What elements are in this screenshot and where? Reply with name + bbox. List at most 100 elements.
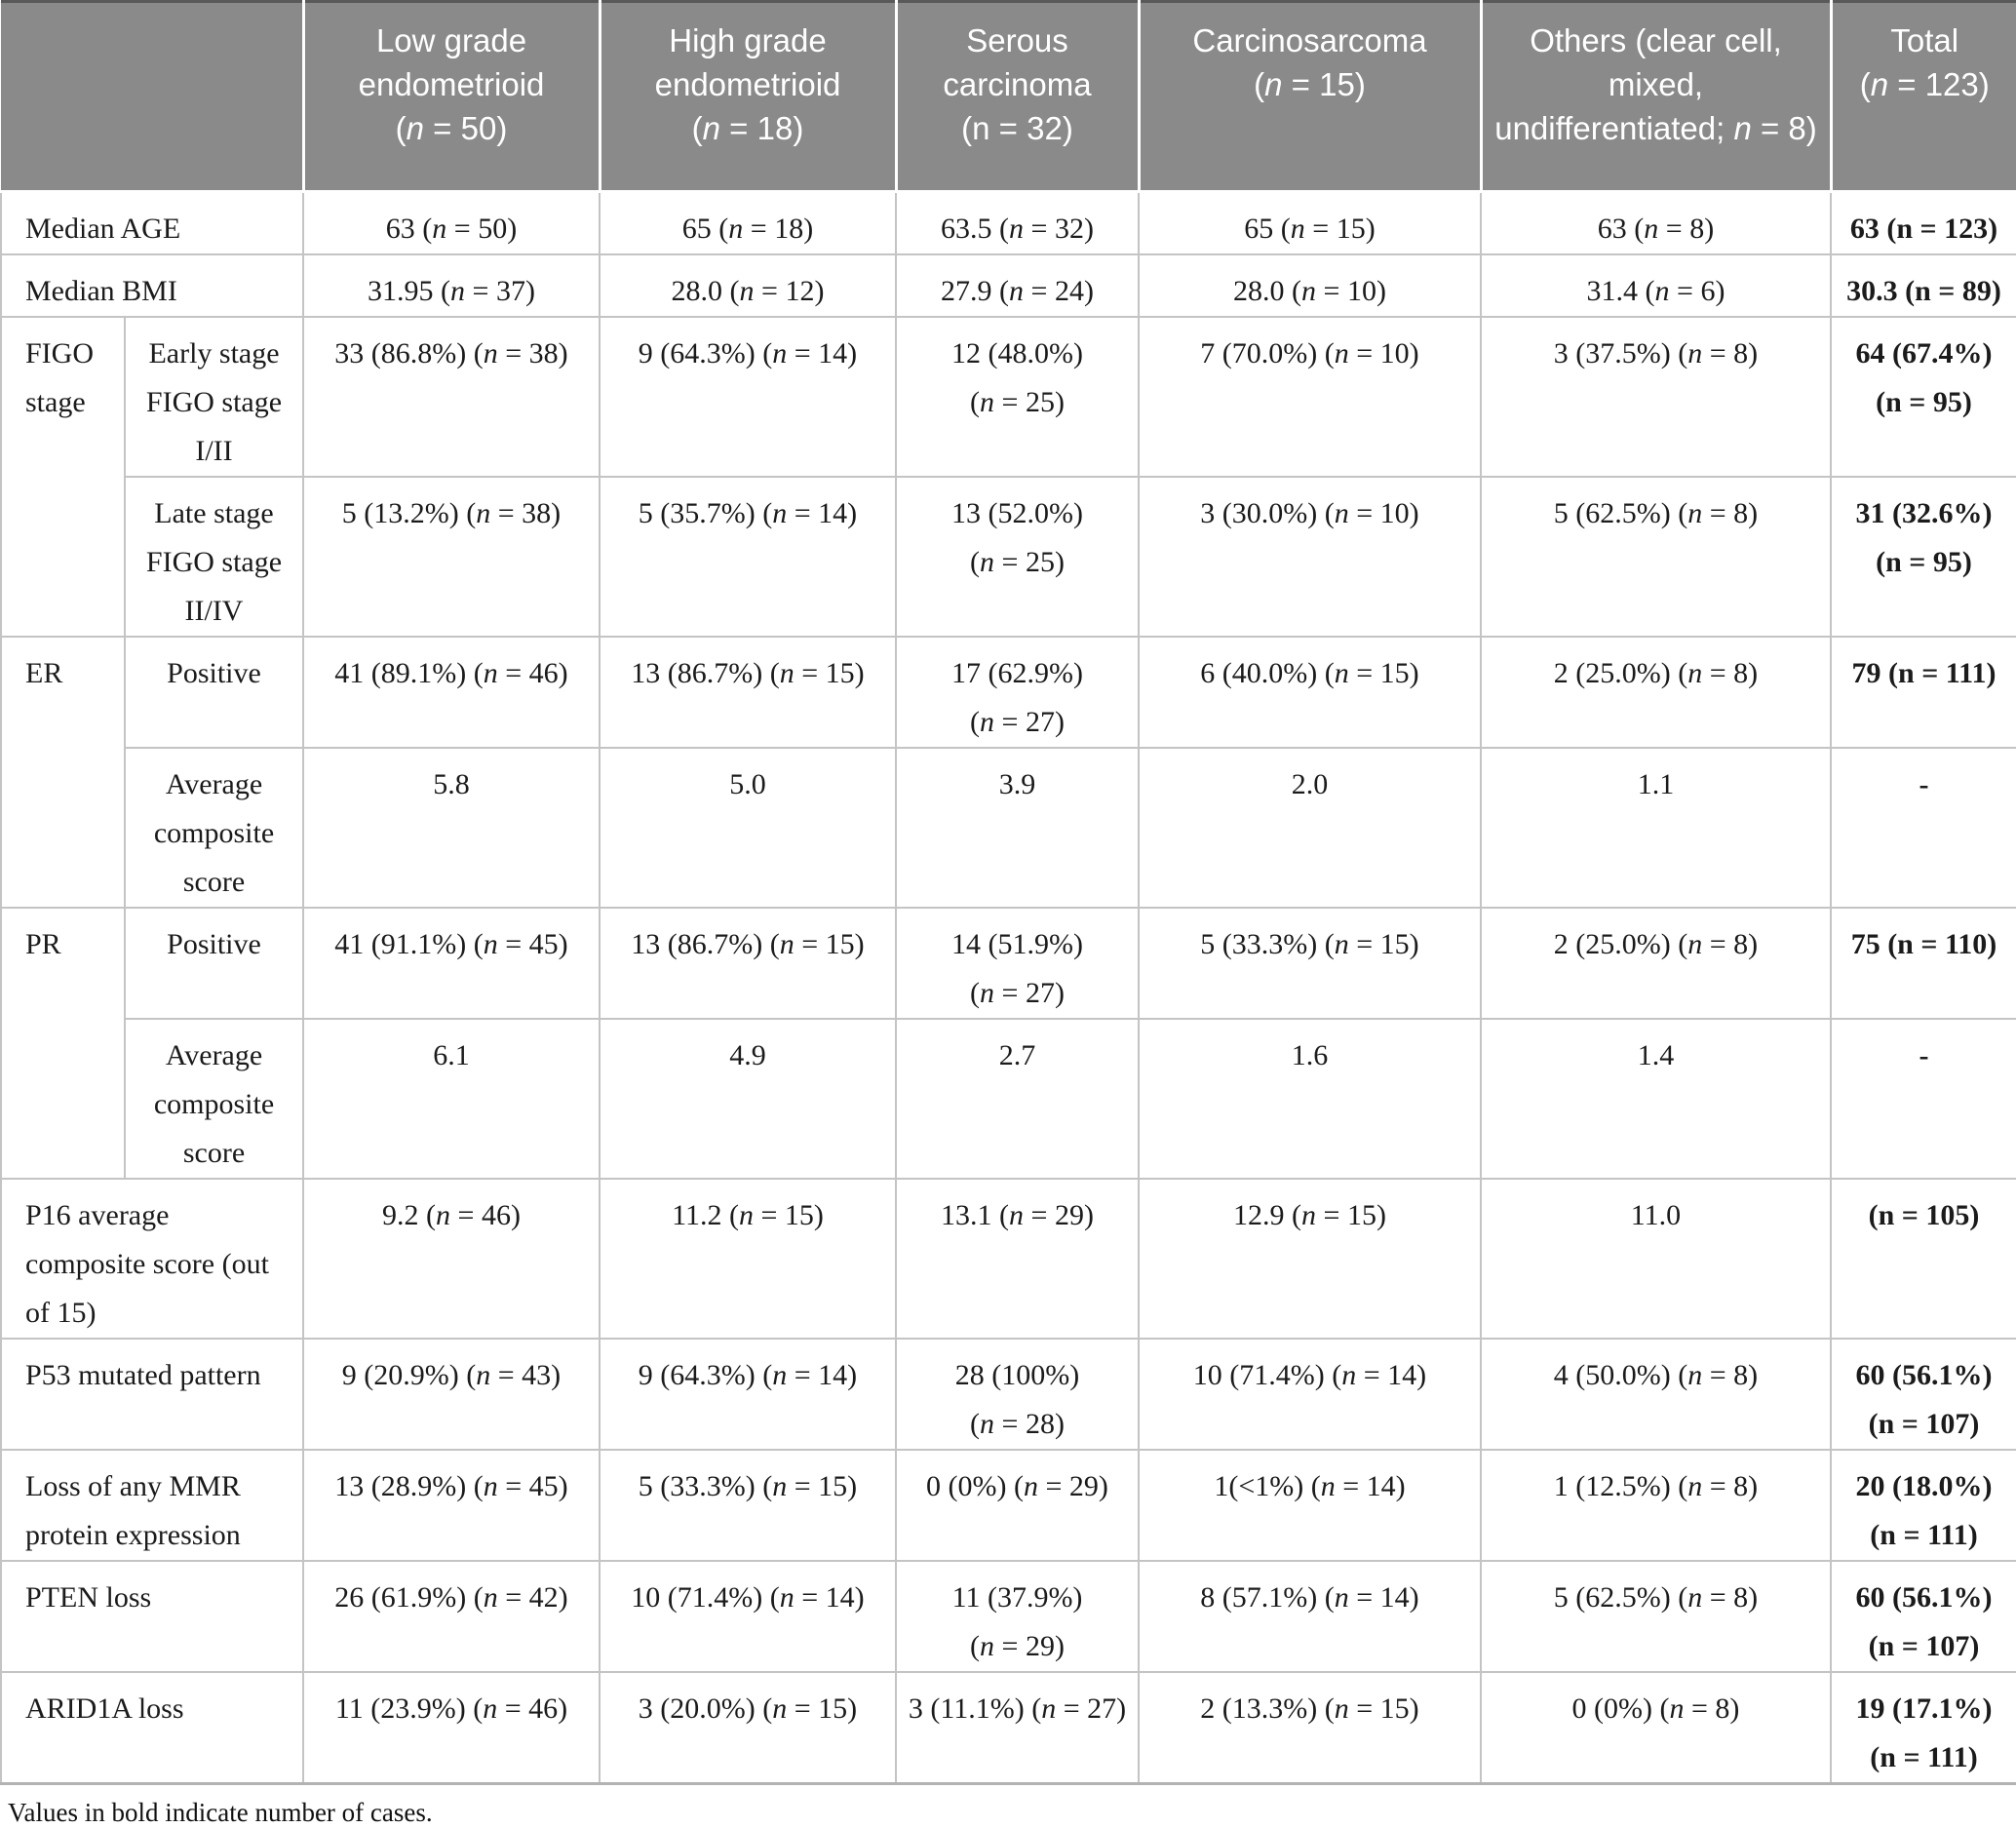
table-row: ARID1A loss 11 (23.9%) (n = 46) 3 (20.0%) … bbox=[0, 1671, 2016, 1785]
table-cell: 4 (50.0%) (n = 8) bbox=[1480, 1338, 1832, 1451]
total-cell: 75 (n = 110) bbox=[1830, 907, 2016, 1020]
table-row: Average composite score 5.8 5.0 3.9 2.0 1.1- bbox=[1, 747, 2016, 909]
table-cell: 11.0 bbox=[1480, 1178, 1832, 1340]
table-cell: 5 (62.5%) (n = 8) bbox=[1480, 1560, 1832, 1673]
row-label: Loss of any MMR protein expression bbox=[0, 1449, 304, 1562]
row-label: PTEN loss bbox=[0, 1560, 304, 1673]
total-cell: 19 (17.1%) (n = 111) bbox=[1830, 1671, 2016, 1785]
table-cell: 1 (12.5%) (n = 8) bbox=[1480, 1449, 1832, 1562]
table-cell: 9.2 (n = 46) bbox=[302, 1178, 601, 1340]
column-header: Carcinosarcoma (n = 15) bbox=[1137, 1, 1483, 193]
sub-row-label: Late stage FIGO stage II/IV bbox=[124, 476, 304, 638]
table-cell: 63 (n = 8) bbox=[1480, 190, 1832, 255]
sub-row-label: Positive bbox=[124, 907, 304, 1020]
group-label: FIGO stage bbox=[0, 316, 126, 638]
table-cell: 1.1 bbox=[1480, 747, 1832, 909]
table-cell: 3 (37.5%) (n = 8) bbox=[1480, 316, 1832, 478]
table-cell: 9 (20.9%) (n = 43) bbox=[302, 1338, 601, 1451]
table-cell: 1(<1%) (n = 14) bbox=[1138, 1449, 1482, 1562]
table-cell: 3 (30.0%) (n = 10) bbox=[1138, 476, 1482, 638]
table-cell: 0 (0%) (n = 8) bbox=[1480, 1671, 1832, 1785]
table-cell: 5 (33.3%) (n = 15) bbox=[599, 1449, 897, 1562]
table-cell: 6.1 bbox=[302, 1018, 601, 1180]
table-row: Average composite score 6.1 4.9 2.7 1.6 1.4- bbox=[1, 1018, 2016, 1180]
total-cell: 31 (32.6%) (n = 95) bbox=[1830, 476, 2016, 638]
table-cell: 17 (62.9%) (n = 27) bbox=[895, 636, 1140, 749]
table-cell: 41 (89.1%) (n = 46) bbox=[302, 636, 601, 749]
table-cell: 0 (0%) (n = 29) bbox=[895, 1449, 1140, 1562]
table-row: PR Positive 41 (91.1%) (n = 45) 13 (86.7%) … bbox=[0, 907, 2016, 1180]
table-row: P16 average composite score (out of 15) 9… bbox=[0, 1178, 2016, 1340]
total-cell: 79 (n = 111) bbox=[1830, 636, 2016, 749]
table-cell: 5 (33.3%) (n = 15) bbox=[1138, 907, 1482, 1020]
table-cell: 3 (20.0%) (n = 15) bbox=[599, 1671, 897, 1785]
table-row: PTEN loss 26 (61.9%) (n = 42) 10 (71.4%) (… bbox=[0, 1560, 2016, 1673]
table-row: FIGO stage Early stage FIGO stage I/II 33 … bbox=[0, 316, 2016, 638]
table-cell: 12 (48.0%) (n = 25) bbox=[895, 316, 1140, 478]
sub-row-label: Positive bbox=[124, 636, 304, 749]
table-cell: 3.9 bbox=[895, 747, 1140, 909]
row-label: ARID1A loss bbox=[0, 1671, 304, 1785]
row-label: P53 mutated pattern bbox=[0, 1338, 304, 1451]
table-cell: 1.6 bbox=[1138, 1018, 1482, 1180]
table-cell: 4.9 bbox=[599, 1018, 897, 1180]
table-cell: 10 (71.4%) (n = 14) bbox=[599, 1560, 897, 1673]
total-cell: - bbox=[1830, 747, 2016, 909]
table-row: ER Positive 41 (89.1%) (n = 46) 13 (86.7%) … bbox=[0, 636, 2016, 909]
table-cell: 31.95 (n = 37) bbox=[302, 253, 601, 318]
table-cell: 13 (86.7%) (n = 15) bbox=[599, 636, 897, 749]
column-header: Serous carcinoma (n = 32) bbox=[894, 1, 1141, 193]
table-cell: 10 (71.4%) (n = 14) bbox=[1138, 1338, 1482, 1451]
column-header: Low grade endometrioid (n = 50) bbox=[301, 1, 601, 193]
table-cell: 26 (61.9%) (n = 42) bbox=[302, 1560, 601, 1673]
table-cell: 2.7 bbox=[895, 1018, 1140, 1180]
table-cell: 33 (86.8%) (n = 38) bbox=[302, 316, 601, 478]
table-cell: 63 (n = 50) bbox=[302, 190, 601, 255]
table-cell: 2 (25.0%) (n = 8) bbox=[1480, 636, 1832, 749]
table-row: Median BMI 31.95 (n = 37) 28.0 (n = 12) 27.… bbox=[0, 253, 2016, 318]
table-row: Loss of any MMR protein expression 13 (28… bbox=[0, 1449, 2016, 1562]
group-label: ER bbox=[0, 636, 126, 909]
total-cell: (n = 105) bbox=[1830, 1178, 2016, 1340]
table-cell: 5.8 bbox=[302, 747, 601, 909]
column-header: Others (clear cell, mixed, undifferentia… bbox=[1479, 1, 1833, 193]
total-cell: 63 (n = 123) bbox=[1830, 190, 2016, 255]
table-cell: 5 (13.2%) (n = 38) bbox=[302, 476, 601, 638]
sub-row-label: Early stage FIGO stage I/II bbox=[124, 316, 304, 478]
row-label: Median AGE bbox=[0, 190, 304, 255]
total-cell: 60 (56.1%) (n = 107) bbox=[1830, 1560, 2016, 1673]
table-cell: 5.0 bbox=[599, 747, 897, 909]
column-header: Total (n = 123) bbox=[1829, 1, 2016, 193]
table-row: P53 mutated pattern 9 (20.9%) (n = 43) 9 (… bbox=[0, 1338, 2016, 1451]
table-cell: 13 (52.0%) (n = 25) bbox=[895, 476, 1140, 638]
column-header: High grade endometrioid (n = 18) bbox=[598, 1, 898, 193]
footnote: Values in bold indicate number of cases. bbox=[8, 1798, 433, 1827]
total-cell: 64 (67.4%) (n = 95) bbox=[1830, 316, 2016, 478]
table-row: Late stage FIGO stage II/IV 5 (13.2%) (n … bbox=[1, 476, 2016, 638]
table-cell: 65 (n = 15) bbox=[1138, 190, 1482, 255]
table-cell: 1.4 bbox=[1480, 1018, 1832, 1180]
table-cell: 31.4 (n = 6) bbox=[1480, 253, 1832, 318]
table-cell: 3 (11.1%) (n = 27) bbox=[895, 1671, 1140, 1785]
table-cell: 2 (13.3%) (n = 15) bbox=[1138, 1671, 1482, 1785]
total-cell: - bbox=[1830, 1018, 2016, 1180]
total-cell: 20 (18.0%) (n = 111) bbox=[1830, 1449, 2016, 1562]
table-cell: 13 (28.9%) (n = 45) bbox=[302, 1449, 601, 1562]
table-cell: 7 (70.0%) (n = 10) bbox=[1138, 316, 1482, 478]
table-cell: 9 (64.3%) (n = 14) bbox=[599, 316, 897, 478]
row-label: Median BMI bbox=[0, 253, 304, 318]
table-cell: 9 (64.3%) (n = 14) bbox=[599, 1338, 897, 1451]
table-cell: 2.0 bbox=[1138, 747, 1482, 909]
total-cell: 30.3 (n = 89) bbox=[1830, 253, 2016, 318]
table-cell: 2 (25.0%) (n = 8) bbox=[1480, 907, 1832, 1020]
table-cell: 41 (91.1%) (n = 45) bbox=[302, 907, 601, 1020]
table-cell: 28 (100%) (n = 28) bbox=[895, 1338, 1140, 1451]
table-cell: 14 (51.9%) (n = 27) bbox=[895, 907, 1140, 1020]
table-body: Median AGE 63 (n = 50) 65 (n = 18) 63.5 (n … bbox=[0, 190, 2016, 1785]
row-label: P16 average composite score (out of 15) bbox=[0, 1178, 304, 1340]
table-cell: 28.0 (n = 12) bbox=[599, 253, 897, 318]
characteristics-table: Low grade endometrioid (n = 50) High grad… bbox=[0, 0, 2016, 1785]
corner-cell bbox=[1, 1, 305, 193]
table-cell: 8 (57.1%) (n = 14) bbox=[1138, 1560, 1482, 1673]
table-cell: 6 (40.0%) (n = 15) bbox=[1138, 636, 1482, 749]
